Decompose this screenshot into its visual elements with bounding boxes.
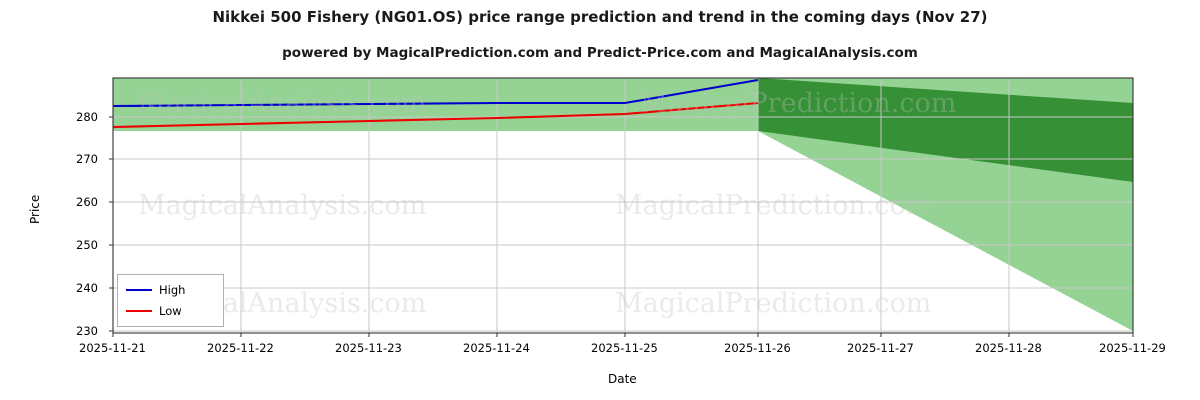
y-tick-label: 230 — [76, 324, 98, 338]
x-tick-label: 2025-11-29 — [1099, 341, 1166, 355]
x-tick-label: 2025-11-23 — [335, 341, 402, 355]
series-line-high — [112, 78, 759, 108]
legend-swatch-low-icon — [126, 310, 152, 312]
x-tick-label: 2025-11-22 — [207, 341, 274, 355]
legend-item-low[interactable]: Low — [126, 304, 182, 318]
x-tick-label: 2025-11-28 — [975, 341, 1042, 355]
x-axis-label: Date — [608, 372, 637, 386]
y-axis-label: Price — [28, 194, 42, 224]
forecast-inner-band — [758, 78, 1133, 182]
y-tick-label: 250 — [76, 238, 98, 252]
y-tick-label: 260 — [76, 195, 98, 209]
x-tick-label: 2025-11-25 — [591, 341, 658, 355]
series-line-low — [112, 101, 759, 129]
x-tick-label: 2025-11-21 — [79, 341, 146, 355]
y-tick-label: 270 — [76, 152, 98, 166]
legend-label-high: High — [159, 283, 186, 297]
x-tick-label: 2025-11-24 — [463, 341, 530, 355]
legend-label-low: Low — [159, 304, 182, 318]
x-tick-label: 2025-11-27 — [847, 341, 914, 355]
chart-subtitle: powered by MagicalPrediction.com and Pre… — [282, 45, 918, 61]
y-tick-label: 280 — [76, 110, 98, 124]
x-tick-label: 2025-11-26 — [724, 341, 791, 355]
y-tick-label: 240 — [76, 281, 98, 295]
chart-title: Nikkei 500 Fishery (NG01.OS) price range… — [212, 8, 988, 26]
legend-item-high[interactable]: High — [126, 283, 185, 297]
legend-swatch-high-icon — [126, 289, 152, 291]
legend: High Low — [117, 274, 224, 327]
